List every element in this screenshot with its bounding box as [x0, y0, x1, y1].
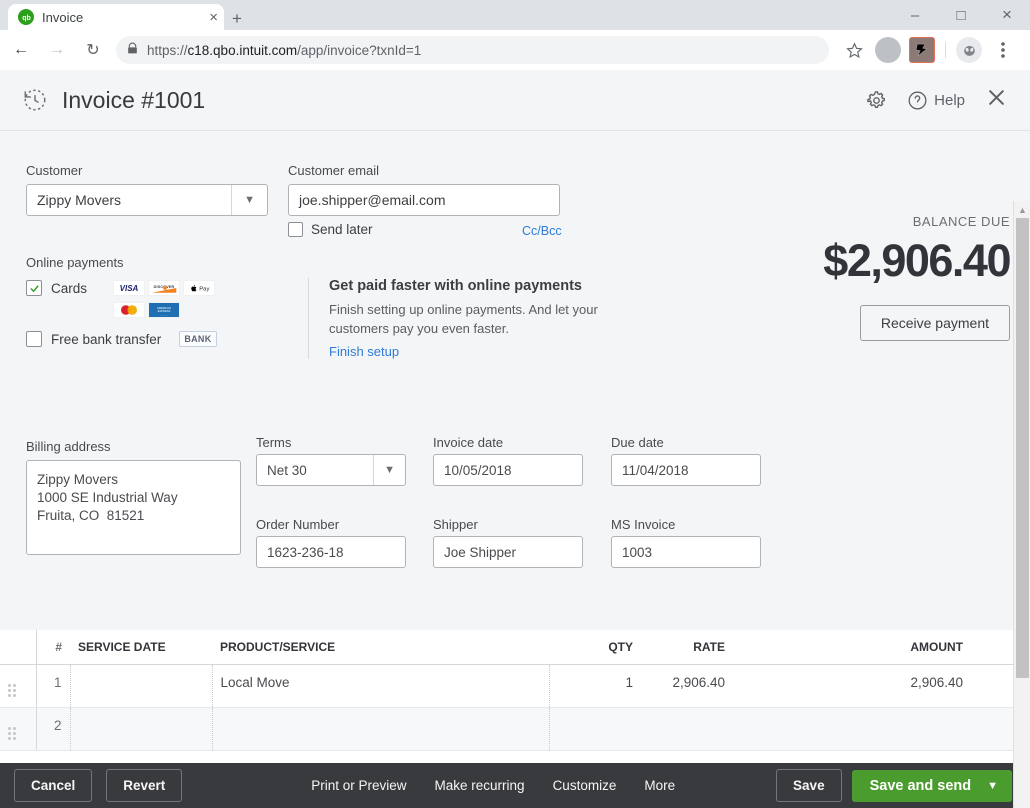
svg-text:qb: qb: [22, 15, 31, 22]
svg-text:VISA: VISA: [120, 284, 139, 293]
svg-text:Pay: Pay: [199, 286, 209, 292]
svg-text:AMERICAN: AMERICAN: [157, 306, 171, 310]
svg-text:- - - -: - - - -: [160, 314, 168, 316]
svg-text:EXPRESS: EXPRESS: [158, 309, 171, 313]
